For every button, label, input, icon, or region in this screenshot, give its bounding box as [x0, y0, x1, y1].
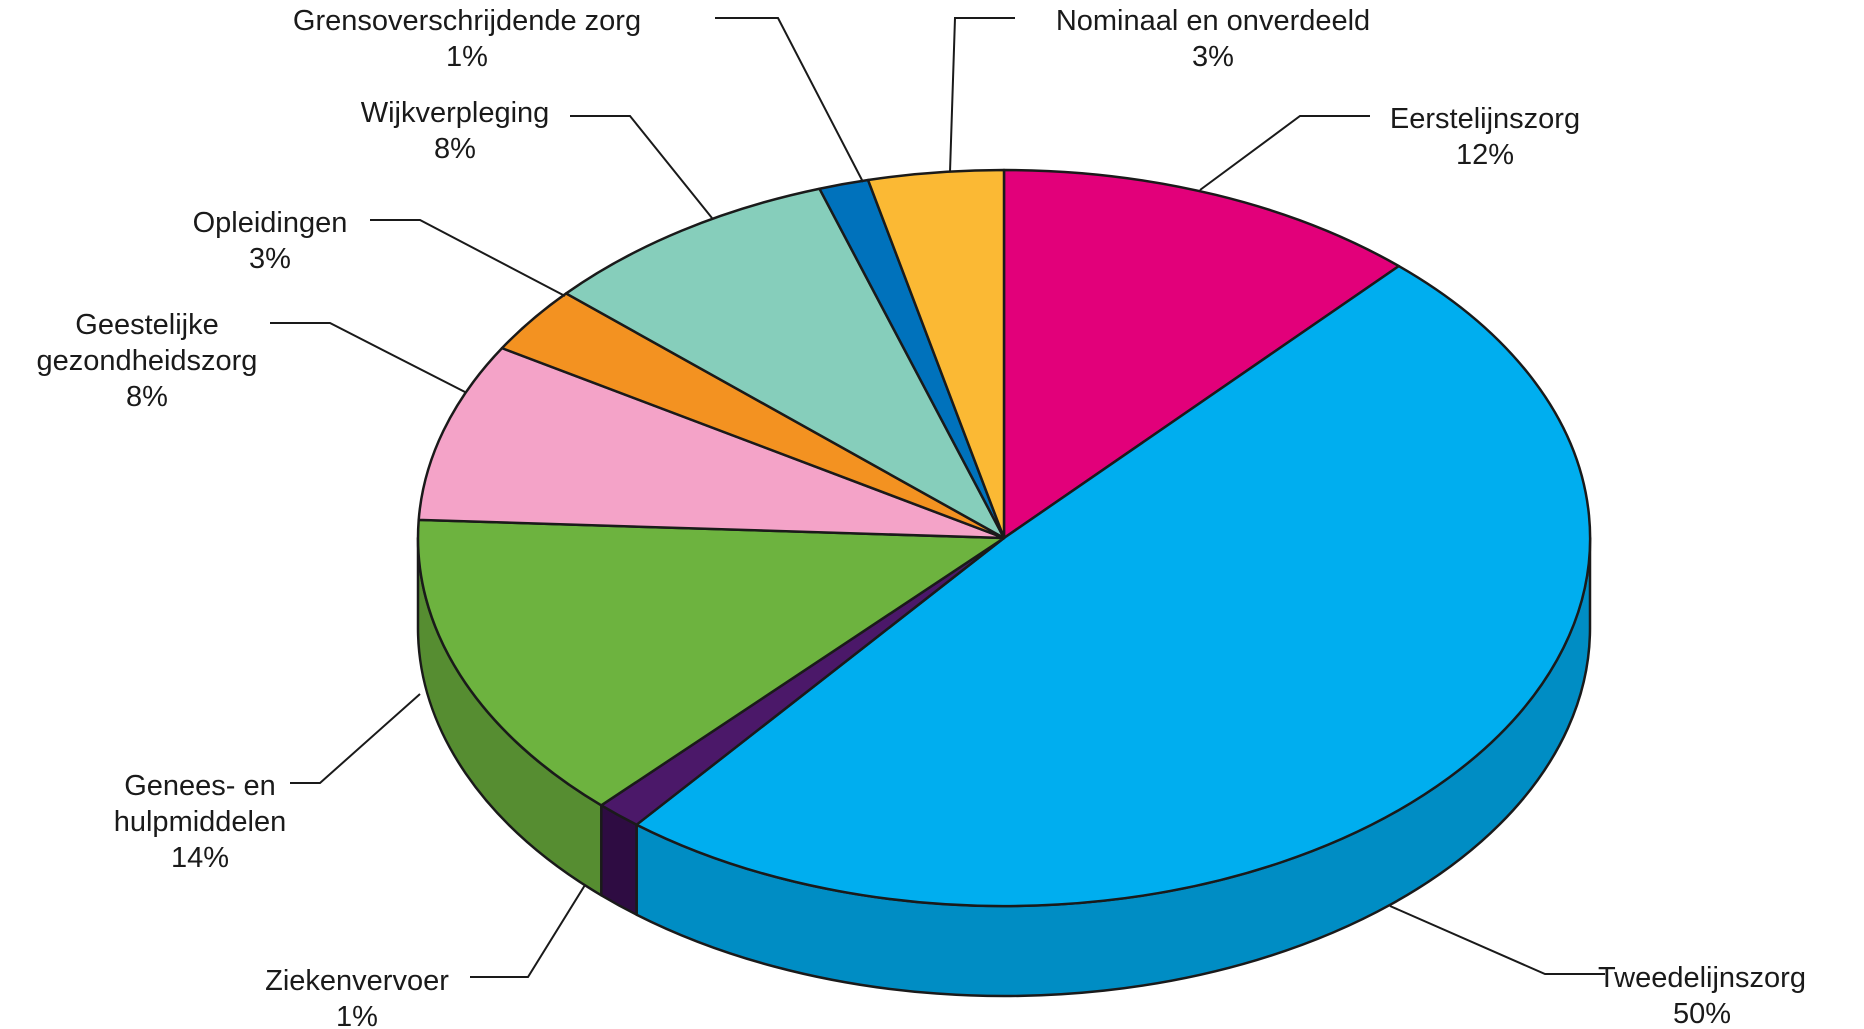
slice-0: [1002, 168, 1401, 540]
slice-label-7: Grensoverschrijdende zorg: [293, 5, 641, 37]
leader-line-4: [270, 322, 466, 393]
slice-label-4: Geestelijke: [75, 309, 218, 341]
leader-line-3: [290, 693, 421, 784]
slice-percent-4: 8%: [126, 381, 168, 413]
leader-line-0: [1199, 115, 1370, 191]
leader-lines: [270, 17, 1605, 978]
slice-labels: Eerstelijnszorg 12% Tweedelijnszorg 50% Ziek…: [37, 5, 1806, 1029]
slice-percent-0: 12%: [1456, 139, 1514, 171]
slice-4: [417, 346, 1006, 540]
slice-label-1: Tweedelijnszorg: [1598, 962, 1806, 994]
slice-label-5: Opleidingen: [193, 207, 348, 239]
slice-percent-1: 50%: [1673, 998, 1731, 1029]
pie-top-faces: [416, 168, 1592, 908]
slice-6: [564, 187, 1006, 540]
slice-percent-5: 3%: [249, 243, 291, 275]
leader-line-7: [715, 17, 864, 183]
slice-percent-3: 14%: [171, 842, 229, 874]
slice-percent-7: 1%: [446, 41, 488, 73]
slice-label-4: gezondheidszorg: [37, 345, 258, 377]
slice-3: [416, 518, 1006, 807]
leader-line-8: [949, 17, 1015, 173]
slice-8: [866, 168, 1006, 540]
slice-label-6: Wijkverpleging: [361, 97, 550, 129]
slice-label-0: Eerstelijnszorg: [1390, 103, 1580, 135]
leader-line-5: [370, 219, 566, 297]
slice-label-3: hulpmiddelen: [114, 806, 287, 838]
slice-percent-8: 3%: [1192, 41, 1234, 73]
slice-label-8: Nominaal en onverdeeld: [1056, 5, 1370, 37]
leader-line-6: [570, 115, 713, 219]
slice-label-2: Ziekenvervoer: [265, 965, 449, 997]
slice-label-3: Genees- en: [124, 770, 276, 802]
leader-line-1: [1389, 905, 1605, 975]
slice-percent-2: 1%: [336, 1001, 378, 1029]
slice-1: [635, 264, 1592, 908]
leader-line-2: [470, 884, 586, 978]
slice-percent-6: 8%: [434, 133, 476, 165]
